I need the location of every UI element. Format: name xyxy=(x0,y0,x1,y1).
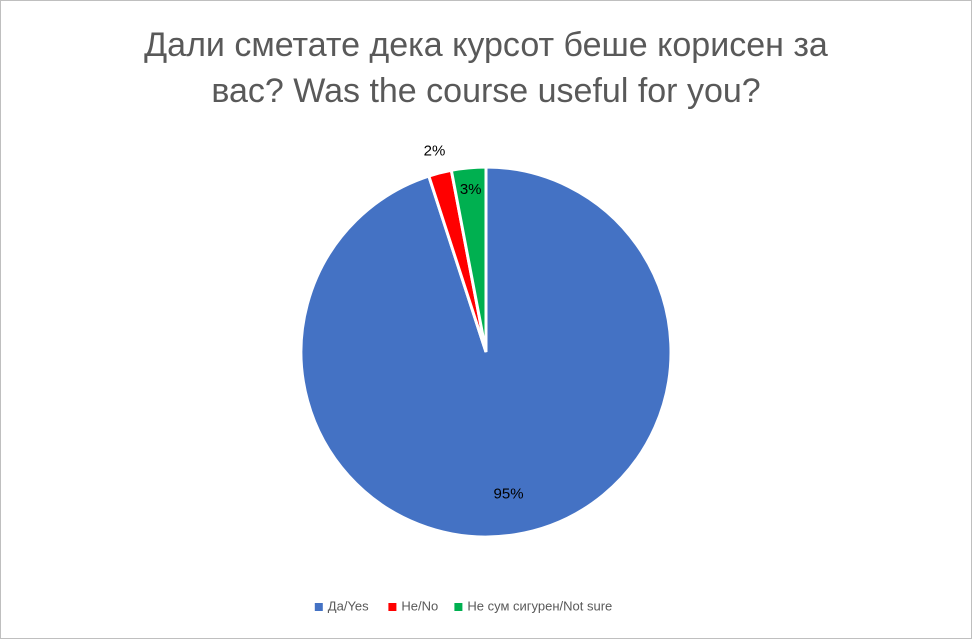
data-label: 95% xyxy=(494,485,524,502)
pie-slice xyxy=(449,165,488,353)
data-label: 3% xyxy=(460,181,482,198)
data-label: 2% xyxy=(424,142,446,159)
legend-swatch xyxy=(314,603,323,611)
legend-label: Да/Yes xyxy=(328,598,369,613)
legend-swatch xyxy=(454,603,463,611)
chart-title: Дали сметате дека курсот беше корисен за… xyxy=(144,26,828,110)
legend-label: Не сум сигурен/Not sure xyxy=(467,598,612,613)
legend-label: Не/No xyxy=(401,598,438,613)
legend-swatch xyxy=(388,603,397,611)
